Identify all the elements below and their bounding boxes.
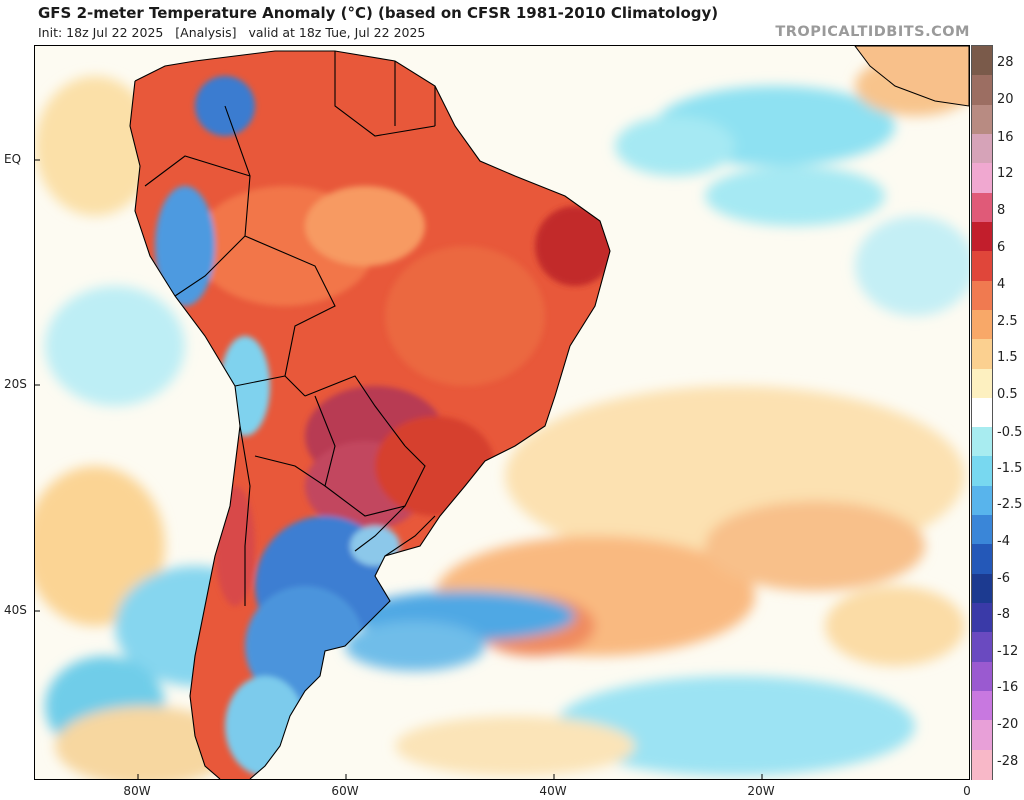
colorbar-label: 28 bbox=[997, 55, 1014, 70]
ocean-anomaly-fields bbox=[35, 56, 969, 779]
colorbar-swatch bbox=[972, 427, 992, 458]
colorbar-swatch bbox=[972, 632, 992, 663]
colorbar-label: -1.5 bbox=[997, 461, 1023, 476]
colorbar-swatch bbox=[972, 485, 992, 516]
colorbar-label: 12 bbox=[997, 166, 1014, 181]
lon-label-60w: 60W bbox=[331, 784, 359, 798]
lat-label-40s: 40S bbox=[4, 603, 27, 617]
colorbar-swatch bbox=[972, 456, 992, 487]
colorbar-swatch bbox=[972, 368, 992, 399]
colorbar-label: -16 bbox=[997, 680, 1019, 695]
colorbar-label: -12 bbox=[997, 644, 1019, 659]
colorbar-swatch bbox=[972, 397, 992, 428]
colorbar-label: 4 bbox=[997, 277, 1006, 292]
colorbar-swatch bbox=[972, 221, 992, 252]
colorbar-swatch bbox=[972, 339, 992, 370]
colorbar-label: -6 bbox=[997, 571, 1010, 586]
colorbar-swatch bbox=[972, 544, 992, 575]
colorbar-swatch bbox=[972, 603, 992, 634]
lon-label-40w: 40W bbox=[539, 784, 567, 798]
colorbar-swatch bbox=[972, 46, 992, 76]
lat-label-20s: 20S bbox=[4, 377, 27, 391]
site-brand: TROPICALTIDBITS.COM bbox=[775, 24, 970, 40]
colorbar-label: -2.5 bbox=[997, 497, 1023, 512]
colorbar-label: 1.5 bbox=[997, 350, 1018, 365]
chart-title: GFS 2-meter Temperature Anomaly (°C) (ba… bbox=[38, 4, 719, 22]
colorbar-label: -4 bbox=[997, 534, 1010, 549]
colorbar-swatch bbox=[972, 192, 992, 223]
colorbar-swatch bbox=[972, 309, 992, 340]
colorbar-swatch bbox=[972, 573, 992, 604]
colorbar-label: -20 bbox=[997, 717, 1019, 732]
colorbar-swatch bbox=[972, 720, 992, 751]
colorbar-swatch bbox=[972, 163, 992, 194]
colorbar-label: 8 bbox=[997, 203, 1006, 218]
colorbar-label: 20 bbox=[997, 92, 1014, 107]
colorbar-swatch bbox=[972, 515, 992, 546]
colorbar-label: 2.5 bbox=[997, 314, 1018, 329]
colorbar bbox=[971, 45, 993, 780]
colorbar-swatch bbox=[972, 251, 992, 282]
lon-label-80w: 80W bbox=[123, 784, 151, 798]
colorbar-label: 16 bbox=[997, 130, 1014, 145]
colorbar-label: -0.5 bbox=[997, 425, 1023, 440]
colorbar-label: 0.5 bbox=[997, 387, 1018, 402]
colorbar-swatch bbox=[972, 280, 992, 311]
country-borders bbox=[129, 50, 611, 779]
colorbar-swatch bbox=[972, 661, 992, 692]
colorbar-label: 6 bbox=[997, 240, 1006, 255]
colorbar-label: -8 bbox=[997, 607, 1010, 622]
colorbar-swatch bbox=[972, 104, 992, 135]
lon-label-20w: 20W bbox=[747, 784, 775, 798]
anomaly-map bbox=[34, 45, 970, 780]
colorbar-swatch bbox=[972, 75, 992, 106]
colorbar-swatch bbox=[972, 749, 992, 780]
colorbar-swatch bbox=[972, 691, 992, 722]
lon-label-0: 0 bbox=[963, 784, 971, 798]
colorbar-label: -28 bbox=[997, 754, 1019, 769]
lat-label-eq: EQ bbox=[4, 152, 22, 166]
chart-subtitle: Init: 18z Jul 22 2025 [Analysis] valid a… bbox=[38, 25, 426, 40]
colorbar-swatch bbox=[972, 133, 992, 164]
